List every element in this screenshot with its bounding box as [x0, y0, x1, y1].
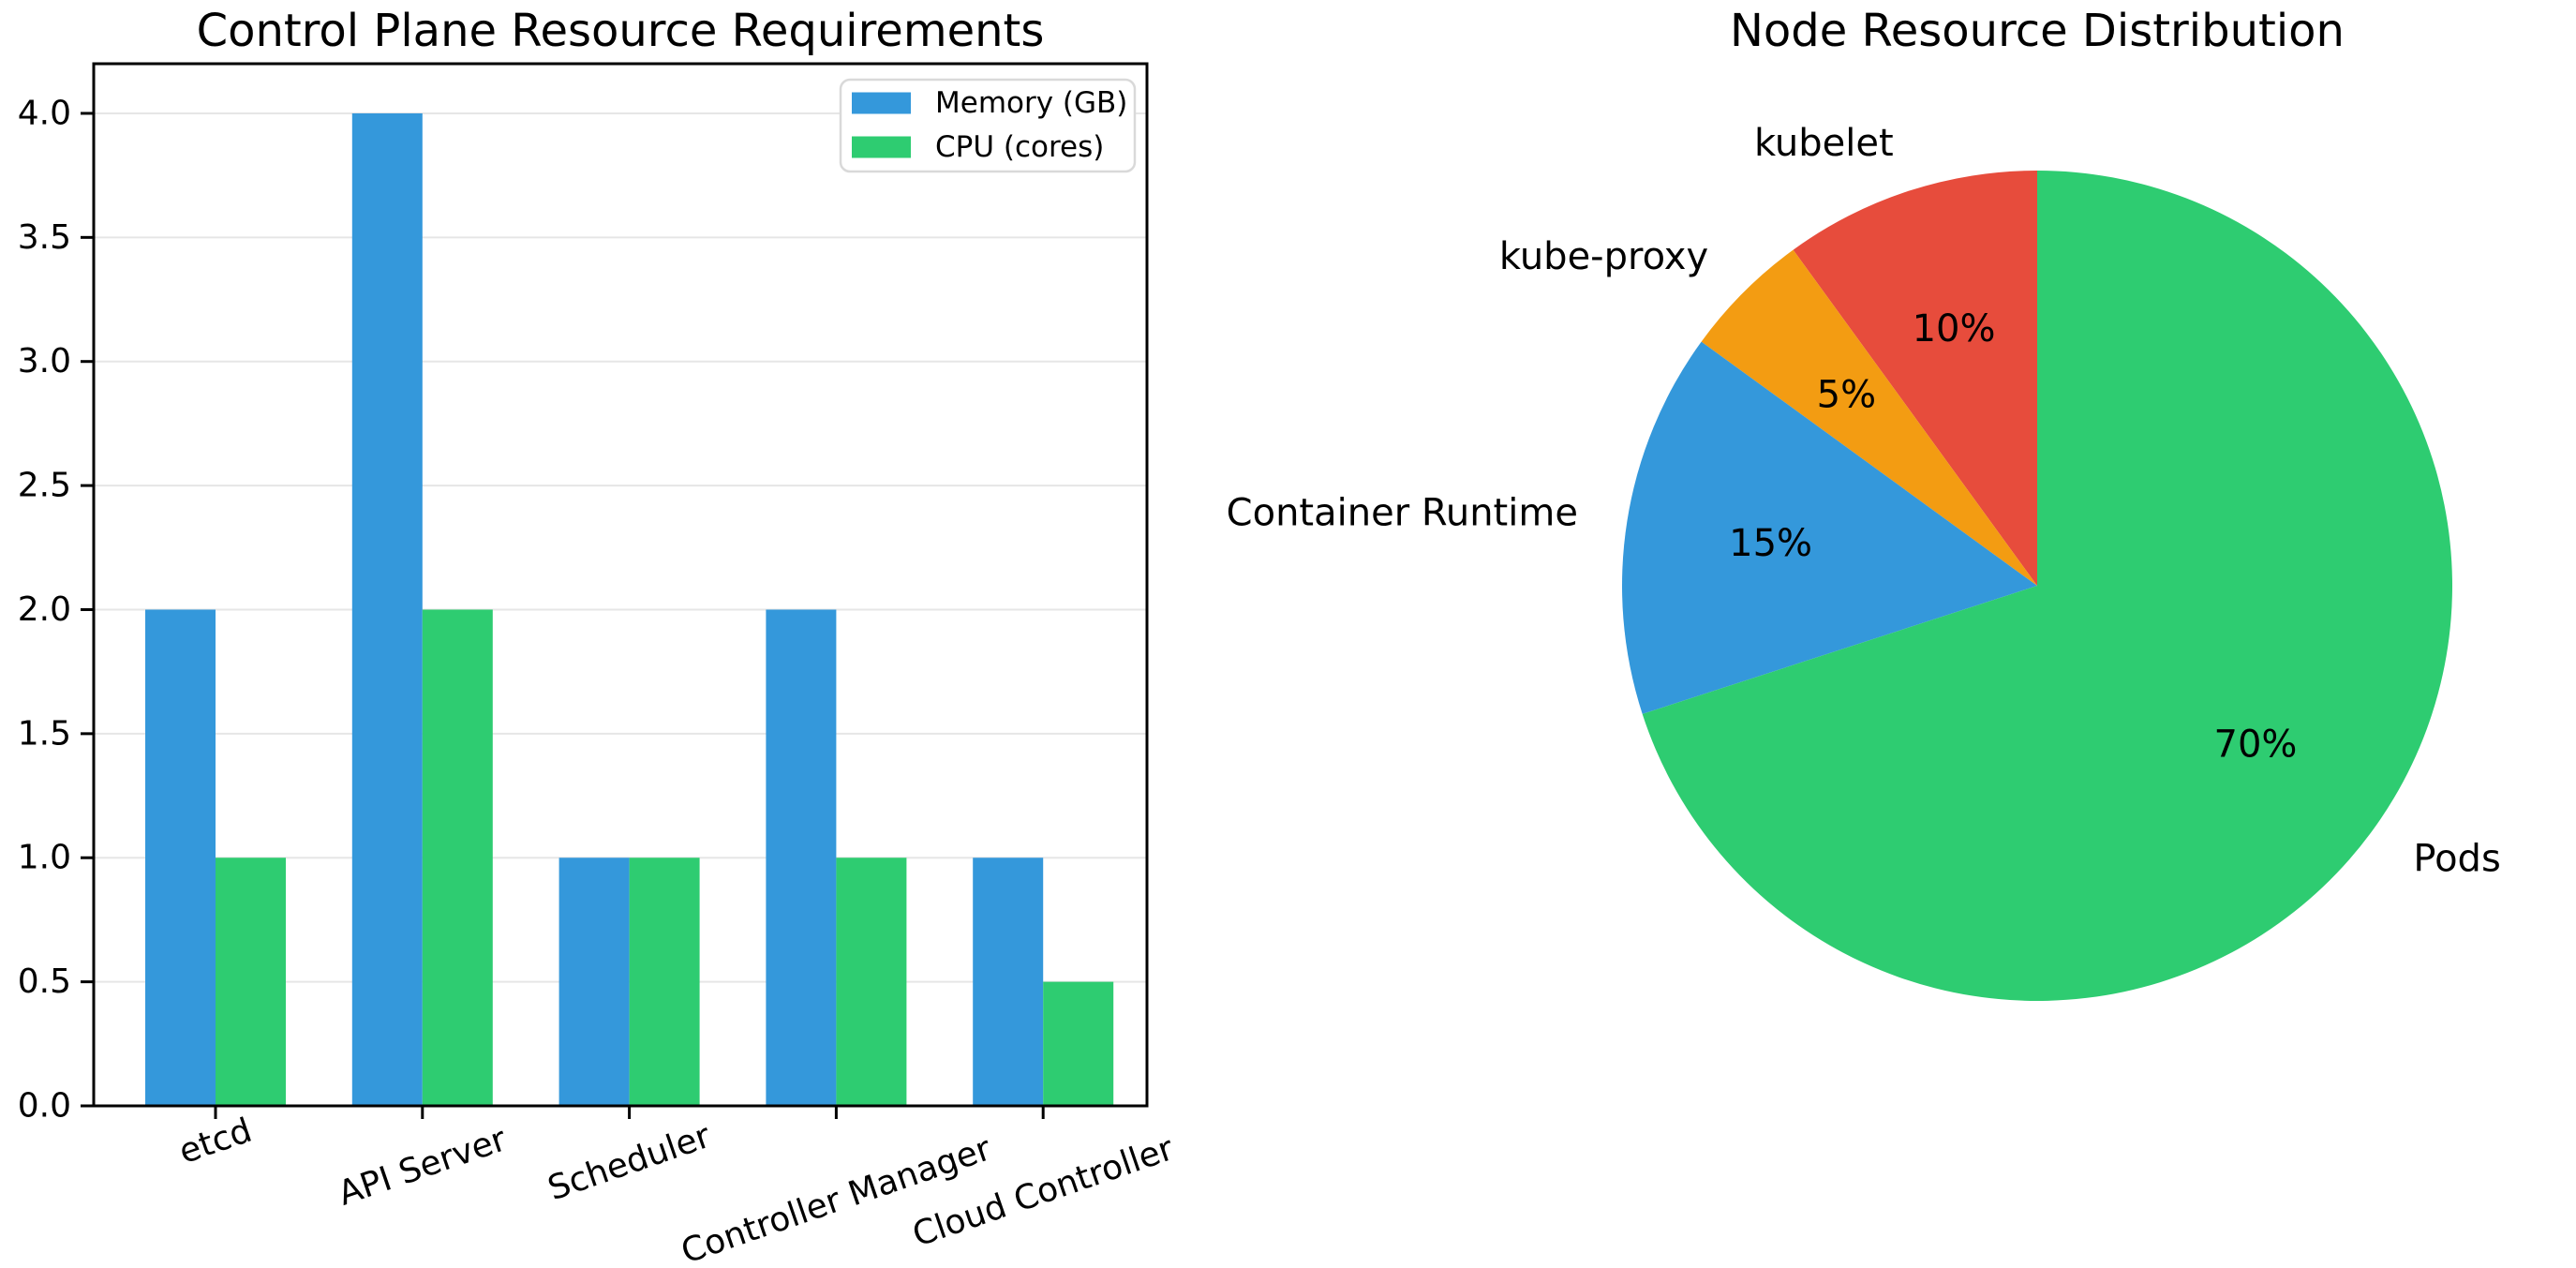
y-tick-label: 1.0 — [18, 839, 71, 877]
bar — [629, 858, 700, 1106]
bar — [422, 609, 493, 1106]
series-1 — [216, 609, 1114, 1106]
bar-chart-title: Control Plane Resource Requirements — [196, 5, 1045, 57]
bar — [836, 858, 907, 1106]
y-tick-label: 2.5 — [18, 467, 71, 505]
x-tick-label: API Server — [334, 1120, 512, 1214]
bar — [145, 609, 216, 1106]
legend: Memory (GB) CPU (cores) — [839, 78, 1137, 173]
pie-slice — [1642, 171, 2452, 1001]
legend-box — [839, 78, 1137, 173]
legend-label: CPU (cores) — [935, 130, 1104, 164]
pie-slice — [1793, 171, 2037, 586]
x-tick-label: etcd — [174, 1111, 257, 1171]
y-tick-label: 3.0 — [18, 342, 71, 380]
axes-spines — [92, 62, 1149, 1108]
legend-label: Memory (GB) — [935, 86, 1127, 120]
bar-chart: 0.0 0.5 1.0 1.5 2.0 2.5 3.0 3.5 4.0 etcd API Serve… — [18, 62, 1179, 1268]
pie-chart-title: Node Resource Distribution — [1730, 5, 2345, 57]
x-tick-label: Controller Manager — [677, 1129, 996, 1268]
y-tick-label: 4.0 — [18, 94, 71, 132]
pie-pct-label: 15% — [1729, 522, 1812, 565]
bar — [766, 609, 837, 1106]
y-axis-ticks: 0.0 0.5 1.0 1.5 2.0 2.5 3.0 3.5 4.0 — [18, 94, 94, 1126]
bar — [351, 112, 423, 1106]
pie-slice — [1701, 249, 2037, 586]
pie-pct-label: 5% — [1817, 373, 1876, 416]
bar — [216, 858, 286, 1106]
y-tick-label: 3.5 — [18, 218, 71, 257]
y-tick-label: 0.5 — [18, 962, 71, 1001]
pie-chart: kubelet 10% kube-proxy 5% Container Runtime 1… — [1227, 122, 2501, 1001]
y-gridlines — [94, 112, 1147, 983]
bar — [558, 858, 630, 1106]
pie-slice-label: kube-proxy — [1499, 235, 1708, 278]
pie-slice-label: Container Runtime — [1227, 491, 1578, 534]
pie-pct-label: 10% — [1913, 307, 1996, 351]
y-tick-label: 0.0 — [18, 1087, 71, 1126]
legend-swatch — [852, 136, 911, 158]
pie-pct-label: 70% — [2214, 723, 2298, 766]
pie-slice-label: Pods — [2413, 838, 2500, 881]
y-tick-label: 2.0 — [18, 590, 71, 629]
x-tick-label: Scheduler — [543, 1117, 716, 1209]
bar — [1043, 981, 1114, 1106]
bar — [973, 858, 1044, 1106]
y-tick-label: 1.5 — [18, 714, 71, 753]
pie-slice — [1622, 341, 2037, 714]
legend-swatch — [852, 92, 911, 114]
series-0 — [145, 112, 1044, 1106]
pie-slice-label: kubelet — [1754, 122, 1894, 165]
